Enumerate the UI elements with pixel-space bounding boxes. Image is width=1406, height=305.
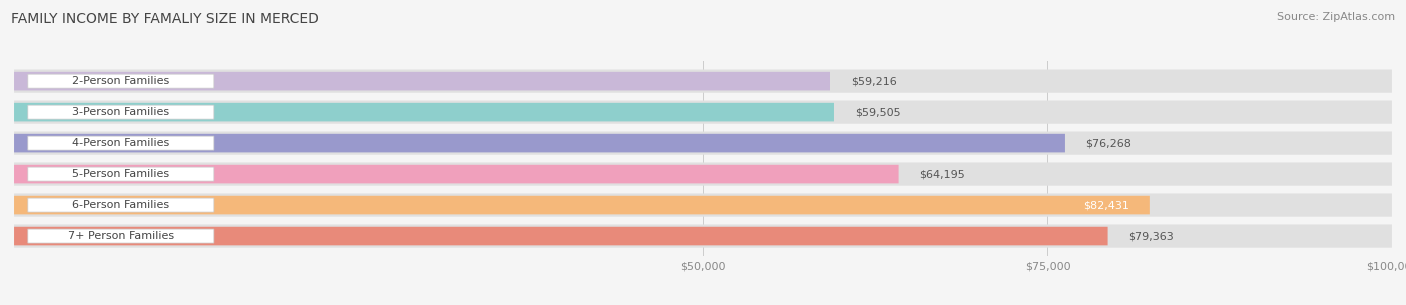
FancyBboxPatch shape <box>14 70 1392 93</box>
Text: 3-Person Families: 3-Person Families <box>72 107 169 117</box>
Text: 4-Person Families: 4-Person Families <box>72 138 170 148</box>
Text: $59,216: $59,216 <box>851 76 897 86</box>
Text: 7+ Person Families: 7+ Person Families <box>67 231 174 241</box>
FancyBboxPatch shape <box>28 105 214 119</box>
Text: $64,195: $64,195 <box>920 169 965 179</box>
FancyBboxPatch shape <box>14 103 834 121</box>
Text: Source: ZipAtlas.com: Source: ZipAtlas.com <box>1277 12 1395 22</box>
Text: FAMILY INCOME BY FAMALIY SIZE IN MERCED: FAMILY INCOME BY FAMALIY SIZE IN MERCED <box>11 12 319 26</box>
FancyBboxPatch shape <box>14 196 1150 214</box>
FancyBboxPatch shape <box>14 72 830 91</box>
FancyBboxPatch shape <box>28 167 214 181</box>
FancyBboxPatch shape <box>28 229 214 243</box>
Text: 2-Person Families: 2-Person Families <box>72 76 170 86</box>
FancyBboxPatch shape <box>28 198 214 212</box>
FancyBboxPatch shape <box>28 74 214 88</box>
FancyBboxPatch shape <box>14 227 1108 245</box>
Text: $76,268: $76,268 <box>1085 138 1132 148</box>
Text: 5-Person Families: 5-Person Families <box>72 169 169 179</box>
FancyBboxPatch shape <box>14 134 1064 152</box>
Text: $79,363: $79,363 <box>1128 231 1174 241</box>
FancyBboxPatch shape <box>14 165 898 183</box>
FancyBboxPatch shape <box>14 131 1392 155</box>
Text: $59,505: $59,505 <box>855 107 900 117</box>
Text: $82,431: $82,431 <box>1083 200 1129 210</box>
FancyBboxPatch shape <box>28 136 214 150</box>
FancyBboxPatch shape <box>14 224 1392 248</box>
Text: 6-Person Families: 6-Person Families <box>72 200 169 210</box>
FancyBboxPatch shape <box>14 193 1392 217</box>
FancyBboxPatch shape <box>14 101 1392 124</box>
FancyBboxPatch shape <box>14 163 1392 186</box>
